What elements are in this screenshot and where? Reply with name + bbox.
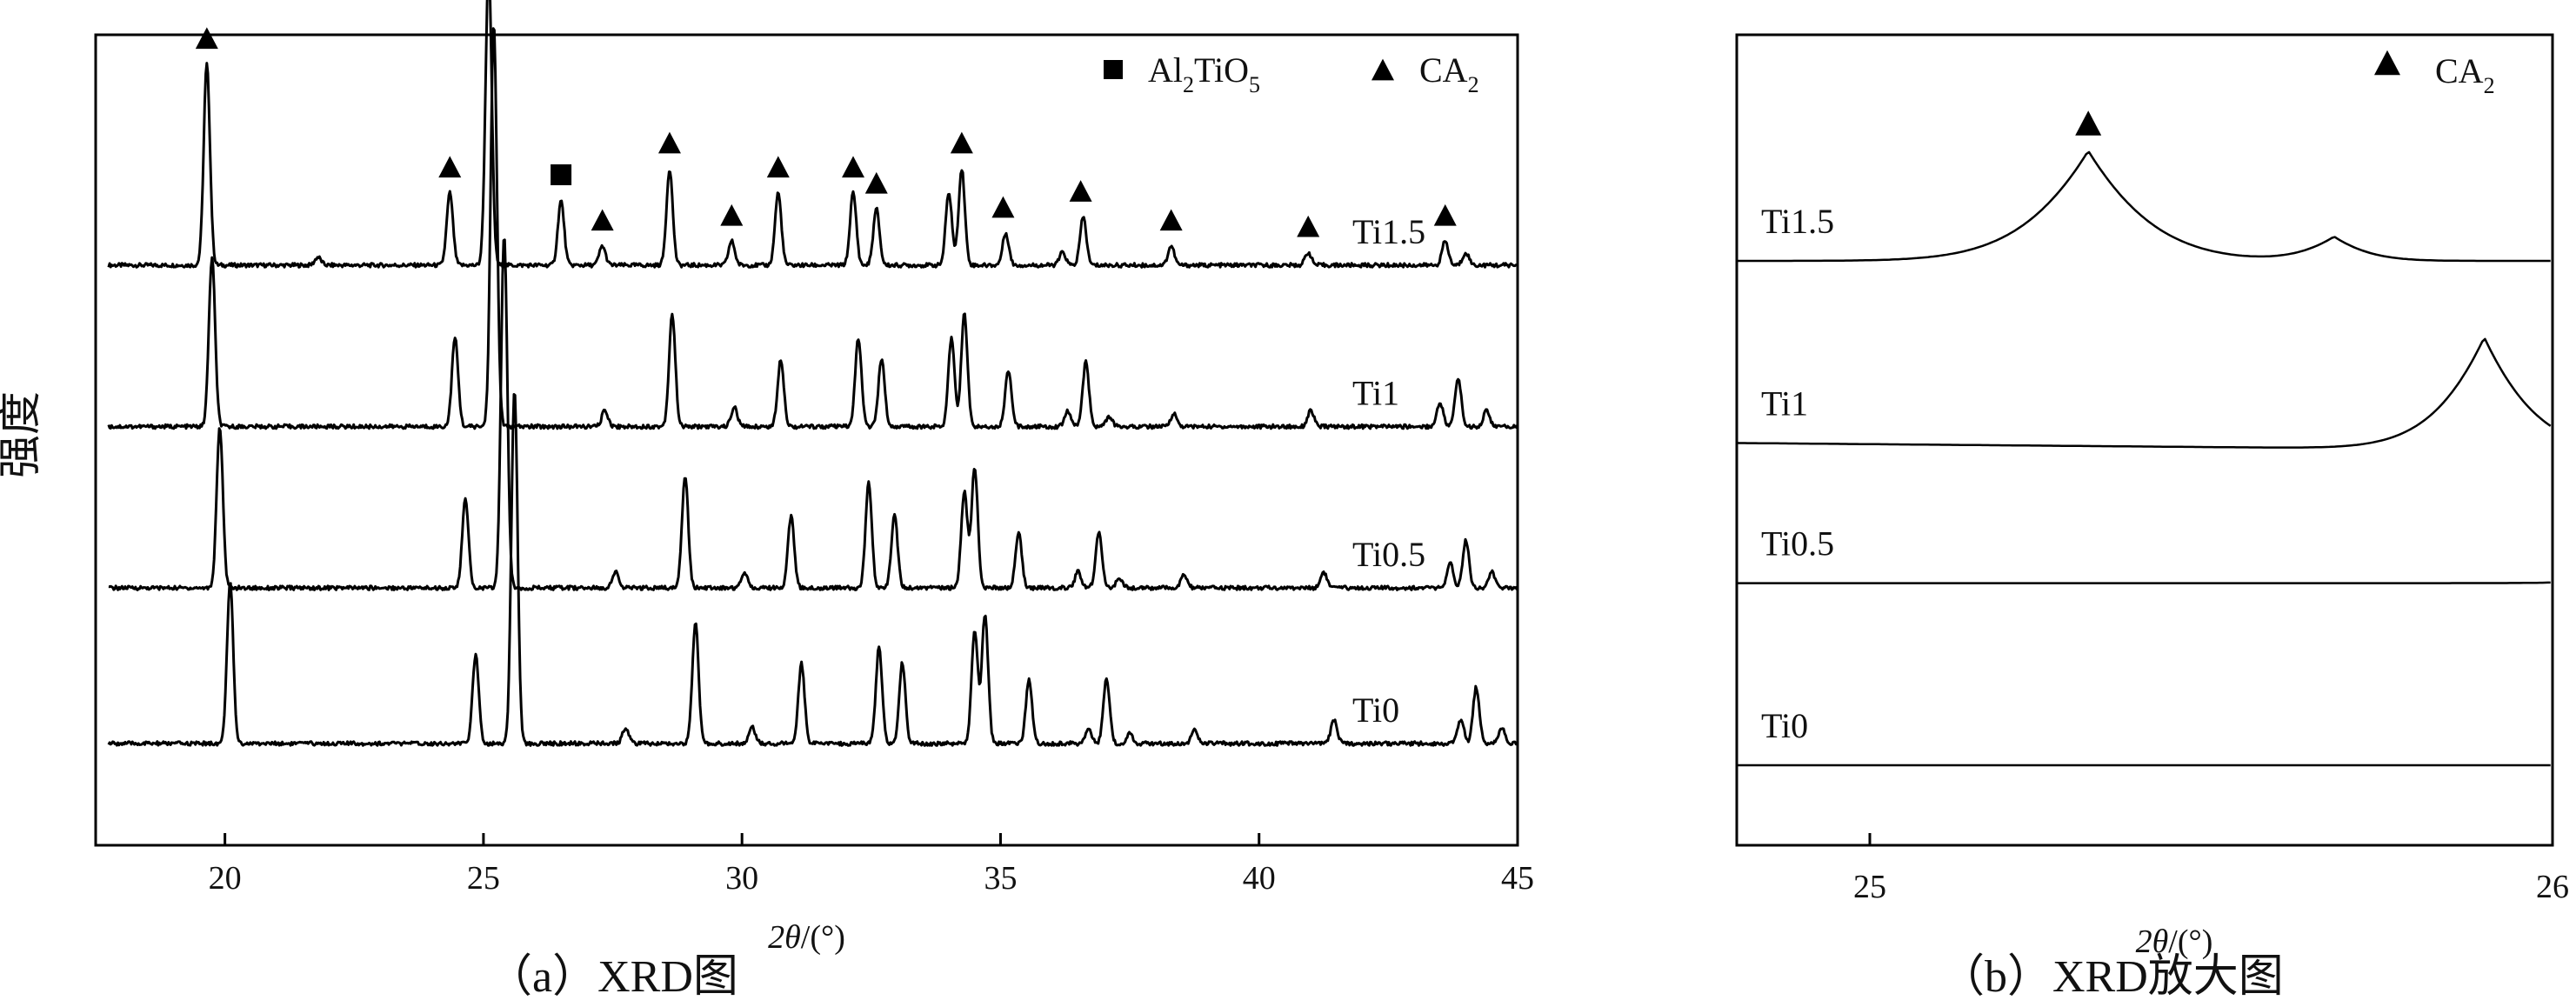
triangle-marker [1433, 203, 1457, 226]
legend: Al2TiO5 CA2 [1104, 50, 1479, 97]
x-tick-label: 25 [1853, 869, 1886, 905]
series-line [1737, 581, 2551, 584]
panel-b-xrd-zoom-chart: Ti1.5 Ti1 Ti0.5 Ti0 25 26 2θ/(°)（b）XRD放大图 CA2 [1735, 33, 2569, 1002]
triangle-marker [864, 171, 888, 194]
triangle-marker [766, 156, 790, 178]
x-tick-label: 26 [2536, 869, 2569, 905]
series-Ti1.5: Ti1.5 [107, 0, 1518, 269]
series-line [1737, 150, 2551, 263]
x-axis-label-unit: /(°) [801, 919, 845, 956]
triangle-marker [657, 131, 681, 154]
triangle-marker [842, 156, 865, 178]
triangle-marker [720, 203, 744, 226]
legend-text-sub: 2 [1183, 72, 1194, 97]
series-label: Ti1.5 [1352, 212, 1425, 251]
plot-frame [1735, 33, 2554, 847]
series-line [1736, 337, 2552, 449]
legend-label-ca2: CA2 [2435, 51, 2495, 98]
legend-text-part: TiO [1194, 50, 1249, 90]
series-Ti0.5: Ti0.5 [108, 238, 1518, 591]
x-tick-label: 30 [725, 860, 758, 897]
series-label: Ti0 [1352, 690, 1399, 730]
legend-text-sub: 2 [1468, 72, 1479, 97]
triangle-marker [2075, 110, 2102, 136]
series-Ti1: Ti1 [107, 27, 1518, 430]
triangle-marker [950, 131, 973, 154]
legend-text-part: CA [1419, 50, 1468, 90]
series-Ti1.5: Ti1.5 [1737, 110, 2551, 263]
series-label: Ti1 [1761, 383, 1808, 423]
y-axis-label: 强度 [0, 391, 44, 478]
legend-triangle-marker [2374, 50, 2400, 76]
series-Ti0: Ti0 [107, 393, 1518, 747]
x-tick-label: 35 [984, 860, 1017, 897]
x-axis-label-theta: 2θ [768, 919, 801, 956]
legend-text-part: CA [2435, 51, 2484, 90]
series-line [107, 27, 1518, 430]
triangle-marker [1297, 215, 1320, 237]
x-axis-label: 2θ/(°) [2136, 924, 2213, 960]
series-line [107, 393, 1518, 747]
series-Ti0.5: Ti0.5 [1737, 524, 2551, 584]
triangle-marker [195, 27, 218, 50]
x-axis-label-theta: 2θ [2136, 924, 2169, 960]
triangle-marker [1069, 180, 1092, 202]
legend-text-sub: 2 [2484, 73, 2495, 98]
legend: CA2 [2374, 50, 2495, 98]
series-line [108, 238, 1518, 591]
square-marker [551, 164, 572, 185]
legend-square-marker [1104, 60, 1123, 79]
triangle-marker [591, 209, 614, 231]
legend-triangle-marker [1371, 58, 1394, 81]
plot-frame [94, 33, 1519, 847]
x-axis-label: 2θ/(°) [768, 919, 845, 956]
x-tick-label: 40 [1243, 860, 1276, 897]
series-label: Ti0.5 [1352, 535, 1425, 574]
series-label: Ti1.5 [1761, 202, 1834, 241]
x-tick-label: 20 [209, 860, 242, 897]
series-label: Ti0 [1761, 706, 1808, 745]
series-Ti0: Ti0 [1737, 706, 2551, 767]
x-tick-label: 45 [1501, 860, 1534, 897]
series-label: Ti1 [1352, 374, 1399, 413]
legend-text-sub: 5 [1249, 72, 1260, 97]
legend-text-part: Al [1148, 50, 1183, 90]
triangle-marker [438, 156, 462, 178]
triangle-marker [991, 196, 1015, 218]
x-axis-label-unit: /(°) [2168, 924, 2212, 960]
x-tick-label: 25 [467, 860, 500, 897]
legend-label-al2tio5: Al2TiO5 [1148, 50, 1260, 97]
series-line [107, 0, 1518, 269]
panel-caption: （b）XRD放大图 [1939, 952, 2284, 1002]
series-Ti1: Ti1 [1736, 337, 2552, 449]
triangle-marker [1159, 209, 1183, 231]
legend-label-ca2: CA2 [1419, 50, 1479, 97]
series-label: Ti0.5 [1761, 524, 1834, 564]
panel-caption: （a）XRD图 [487, 952, 738, 1002]
